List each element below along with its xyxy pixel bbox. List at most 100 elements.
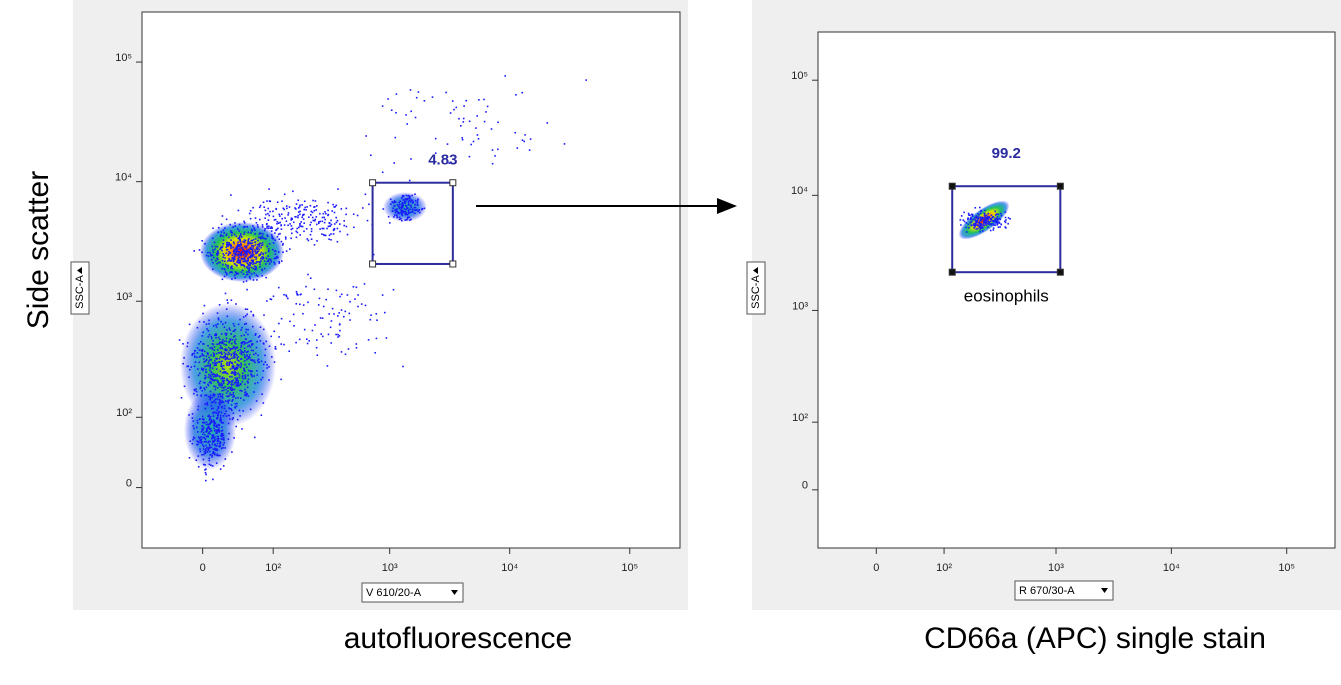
event-dot <box>314 324 316 326</box>
event-dot <box>240 341 243 344</box>
event-dot <box>1007 217 1010 219</box>
event-dot <box>252 247 254 249</box>
event-dot <box>232 246 234 249</box>
event-dot <box>234 250 237 253</box>
event-dot <box>239 233 242 235</box>
event-dot <box>229 375 231 378</box>
event-dot <box>240 243 242 246</box>
event-dot <box>221 438 224 441</box>
event-dot <box>211 437 213 439</box>
event-dot <box>306 238 309 240</box>
event-dot <box>261 269 264 272</box>
event-dot <box>287 297 289 300</box>
event-dot <box>232 347 234 350</box>
event-dot <box>237 356 240 358</box>
event-dot <box>245 252 248 255</box>
event-dot <box>261 393 263 395</box>
event-dot <box>205 254 208 257</box>
event-dot <box>240 364 243 366</box>
event-dot <box>259 253 262 255</box>
event-dot <box>401 214 404 217</box>
event-dot <box>993 220 996 223</box>
event-dot <box>257 354 259 357</box>
event-dot <box>394 209 396 211</box>
event-dot <box>201 354 204 357</box>
event-dot <box>204 438 207 440</box>
event-dot <box>244 383 246 386</box>
event-dot <box>245 259 247 262</box>
y-channel-label: SSC-A <box>750 275 762 309</box>
event-dot <box>205 359 208 362</box>
event-dot <box>271 237 273 239</box>
event-dot <box>244 225 246 228</box>
event-dot <box>240 252 242 255</box>
event-dot <box>245 249 247 252</box>
event-dot <box>414 116 417 119</box>
event-dot <box>248 212 251 215</box>
event-dot <box>251 242 254 244</box>
event-dot <box>310 210 313 213</box>
event-dot <box>246 358 248 361</box>
event-dot <box>395 201 397 203</box>
event-dot <box>224 292 227 295</box>
event-dot <box>254 250 256 253</box>
event-dot <box>234 406 236 408</box>
event-dot <box>202 433 204 435</box>
event-dot <box>231 418 234 421</box>
event-dot <box>253 262 255 265</box>
event-dot <box>206 328 208 330</box>
event-dot <box>228 361 230 364</box>
event-dot <box>221 246 224 249</box>
event-dot <box>244 388 246 391</box>
event-dot <box>207 336 210 338</box>
event-dot <box>247 259 249 261</box>
event-dot <box>220 432 223 435</box>
event-dot <box>234 348 237 350</box>
event-dot <box>188 457 191 459</box>
event-dot <box>404 204 407 207</box>
event-dot <box>218 445 221 448</box>
event-dot <box>462 121 465 123</box>
event-dot <box>259 263 261 266</box>
event-dot <box>243 250 246 252</box>
event-dot <box>201 251 203 254</box>
event-dot <box>274 239 276 241</box>
event-dot <box>212 367 214 370</box>
event-dot <box>232 399 234 401</box>
event-dot <box>206 451 209 453</box>
event-dot <box>243 343 246 345</box>
event-dot <box>203 431 205 434</box>
event-dot <box>230 408 232 410</box>
event-dot <box>236 264 238 267</box>
event-dot <box>225 234 228 237</box>
event-dot <box>233 242 235 245</box>
event-dot <box>323 216 325 219</box>
event-dot <box>970 218 973 220</box>
event-dot <box>230 354 233 357</box>
event-dot <box>255 251 257 254</box>
event-dot <box>298 211 300 213</box>
event-dot <box>463 105 465 107</box>
event-dot <box>324 211 326 213</box>
event-dot <box>289 223 291 225</box>
event-dot <box>233 366 235 369</box>
event-dot <box>253 353 255 356</box>
event-dot <box>247 240 250 243</box>
event-dot <box>235 368 238 371</box>
event-dot <box>394 136 397 139</box>
event-dot <box>406 213 409 216</box>
event-dot <box>332 203 334 206</box>
event-dot <box>203 387 205 389</box>
event-dot <box>291 232 293 235</box>
event-dot <box>218 430 221 432</box>
event-dot <box>257 358 260 360</box>
event-dot <box>239 415 241 417</box>
event-dot <box>346 294 349 296</box>
event-dot <box>265 276 267 279</box>
event-dot <box>227 260 229 262</box>
event-dot <box>263 343 265 345</box>
event-dot <box>212 352 215 354</box>
event-dot <box>392 207 394 210</box>
event-dot <box>261 242 264 244</box>
event-dot <box>999 212 1002 215</box>
